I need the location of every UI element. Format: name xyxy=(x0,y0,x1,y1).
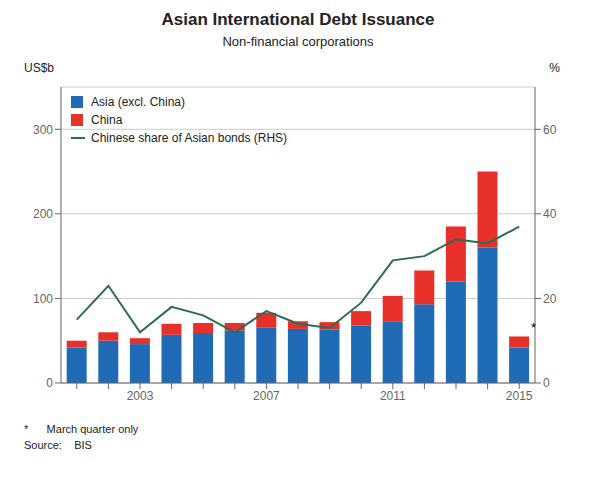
html-text:* March quarter only: * March quarter only xyxy=(24,423,139,435)
svg-text:2007: 2007 xyxy=(253,389,280,403)
svg-text:2003: 2003 xyxy=(127,389,154,403)
html-text:US$b: US$b xyxy=(24,61,54,75)
svg-text:*: * xyxy=(531,320,536,335)
html-text:Non-financial corporations: Non-financial corporations xyxy=(222,34,374,49)
html-text:China: China xyxy=(91,113,123,127)
svg-text:0: 0 xyxy=(543,376,550,390)
html-text:Asia (excl. China): Asia (excl. China) xyxy=(91,95,185,109)
svg-text:20: 20 xyxy=(543,292,557,306)
svg-text:0: 0 xyxy=(46,376,53,390)
svg-text:200: 200 xyxy=(33,207,53,221)
svg-text:40: 40 xyxy=(543,207,557,221)
html-text:Asian International Debt Issua: Asian International Debt Issuance xyxy=(161,10,435,29)
svg-text:60: 60 xyxy=(543,123,557,137)
svg-text:300: 300 xyxy=(33,123,53,137)
html-text:Chinese share of Asian bonds (: Chinese share of Asian bonds (RHS) xyxy=(91,131,288,145)
svg-text:2015: 2015 xyxy=(506,389,533,403)
svg-text:2011: 2011 xyxy=(380,389,406,403)
svg-text:100: 100 xyxy=(33,292,53,306)
html-text:Source: BIS: Source: BIS xyxy=(24,439,92,451)
